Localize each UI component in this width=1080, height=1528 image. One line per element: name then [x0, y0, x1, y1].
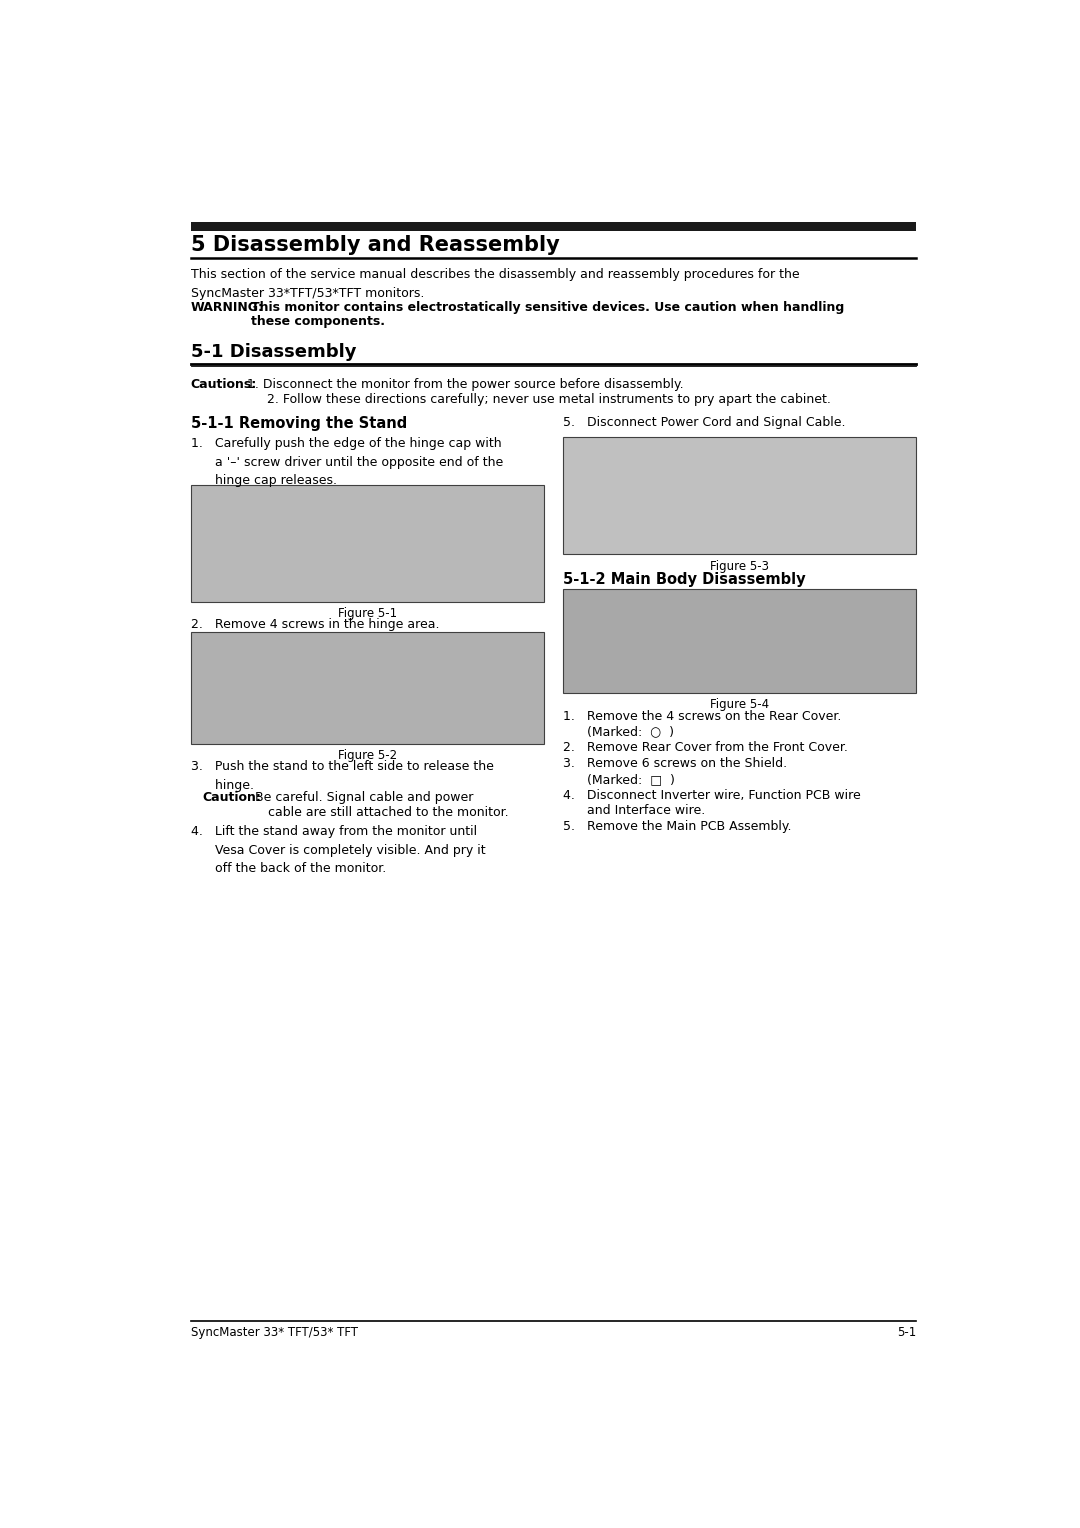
Text: Caution:: Caution:	[202, 792, 261, 804]
Text: 5-1-2 Main Body Disassembly: 5-1-2 Main Body Disassembly	[563, 571, 806, 587]
Text: 5-1-1 Removing the Stand: 5-1-1 Removing the Stand	[191, 416, 407, 431]
Text: WARNING:: WARNING:	[191, 301, 264, 313]
Text: 4.   Lift the stand away from the monitor until
      Vesa Cover is completely v: 4. Lift the stand away from the monitor …	[191, 825, 485, 876]
Text: and Interface wire.: and Interface wire.	[563, 804, 705, 817]
Text: 2.   Remove Rear Cover from the Front Cover.: 2. Remove Rear Cover from the Front Cove…	[563, 741, 848, 755]
Text: 1.   Remove the 4 screws on the Rear Cover.: 1. Remove the 4 screws on the Rear Cover…	[563, 709, 841, 723]
Text: 1. Disconnect the monitor from the power source before disassembly.: 1. Disconnect the monitor from the power…	[246, 377, 684, 391]
Text: 5.   Disconnect Power Cord and Signal Cable.: 5. Disconnect Power Cord and Signal Cabl…	[563, 416, 846, 429]
Text: 5-1 Disassembly: 5-1 Disassembly	[191, 344, 356, 361]
Text: Figure 5-1: Figure 5-1	[338, 607, 396, 620]
Text: 3.   Push the stand to the left side to release the
      hinge.: 3. Push the stand to the left side to re…	[191, 761, 494, 792]
Text: Figure 5-4: Figure 5-4	[711, 698, 769, 711]
Text: cable are still attached to the monitor.: cable are still attached to the monitor.	[268, 805, 509, 819]
Text: This monitor contains electrostatically sensitive devices. Use caution when hand: This monitor contains electrostatically …	[252, 301, 845, 313]
Text: (Marked:  □  ): (Marked: □ )	[563, 773, 675, 785]
Bar	[563, 437, 916, 555]
Text: Cautions:: Cautions:	[191, 377, 257, 391]
Bar	[191, 484, 544, 602]
Text: Be careful. Signal cable and power: Be careful. Signal cable and power	[255, 792, 473, 804]
Text: 2. Follow these directions carefully; never use metal instruments to pry apart t: 2. Follow these directions carefully; ne…	[267, 393, 831, 406]
Text: 3.   Remove 6 screws on the Shield.: 3. Remove 6 screws on the Shield.	[563, 756, 787, 770]
Bar	[191, 222, 916, 231]
Text: 1.   Carefully push the edge of the hinge cap with
      a '–' screw driver unti: 1. Carefully push the edge of the hinge …	[191, 437, 503, 487]
Text: these components.: these components.	[252, 315, 386, 329]
Bar	[563, 588, 916, 692]
Bar	[191, 633, 544, 744]
Text: 5 Disassembly and Reassembly: 5 Disassembly and Reassembly	[191, 235, 559, 255]
Text: (Marked:  ○  ): (Marked: ○ )	[563, 726, 674, 738]
Text: SyncMaster 33* TFT/53* TFT: SyncMaster 33* TFT/53* TFT	[191, 1326, 357, 1339]
Text: 5-1: 5-1	[897, 1326, 916, 1339]
Text: 4.   Disconnect Inverter wire, Function PCB wire: 4. Disconnect Inverter wire, Function PC…	[563, 788, 861, 802]
Text: This section of the service manual describes the disassembly and reassembly proc: This section of the service manual descr…	[191, 269, 799, 299]
Text: Figure 5-2: Figure 5-2	[338, 749, 396, 762]
Text: 5.   Remove the Main PCB Assembly.: 5. Remove the Main PCB Assembly.	[563, 821, 792, 833]
Text: Figure 5-3: Figure 5-3	[711, 559, 769, 573]
Text: 2.   Remove 4 screws in the hinge area.: 2. Remove 4 screws in the hinge area.	[191, 617, 440, 631]
